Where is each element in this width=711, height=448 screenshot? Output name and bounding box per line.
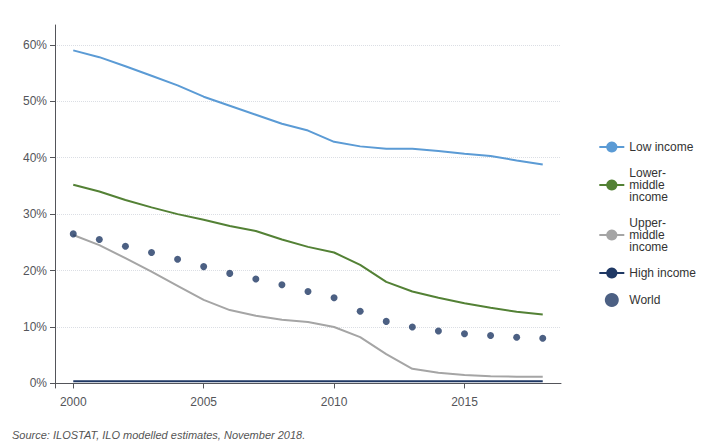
svg-text:2015: 2015 <box>451 395 478 409</box>
svg-text:2000: 2000 <box>60 395 87 409</box>
svg-text:10%: 10% <box>23 320 47 334</box>
svg-text:High income: High income <box>629 266 696 280</box>
svg-text:Source: ILOSTAT, ILO modelled: Source: ILOSTAT, ILO modelled estimates,… <box>12 429 305 441</box>
svg-text:World: World <box>629 293 660 307</box>
svg-text:40%: 40% <box>23 151 47 165</box>
svg-text:income: income <box>629 240 668 254</box>
svg-text:middle: middle <box>629 228 665 242</box>
svg-text:2010: 2010 <box>321 395 348 409</box>
svg-text:60%: 60% <box>23 38 47 52</box>
svg-text:Lower-: Lower- <box>629 166 666 180</box>
svg-text:20%: 20% <box>23 264 47 278</box>
svg-text:0%: 0% <box>30 376 48 390</box>
svg-text:30%: 30% <box>23 207 47 221</box>
svg-text:Upper-: Upper- <box>629 216 666 230</box>
svg-text:50%: 50% <box>23 94 47 108</box>
svg-text:2005: 2005 <box>190 395 217 409</box>
svg-text:Low income: Low income <box>629 140 693 154</box>
svg-text:income: income <box>629 190 668 204</box>
svg-text:middle: middle <box>629 178 665 192</box>
